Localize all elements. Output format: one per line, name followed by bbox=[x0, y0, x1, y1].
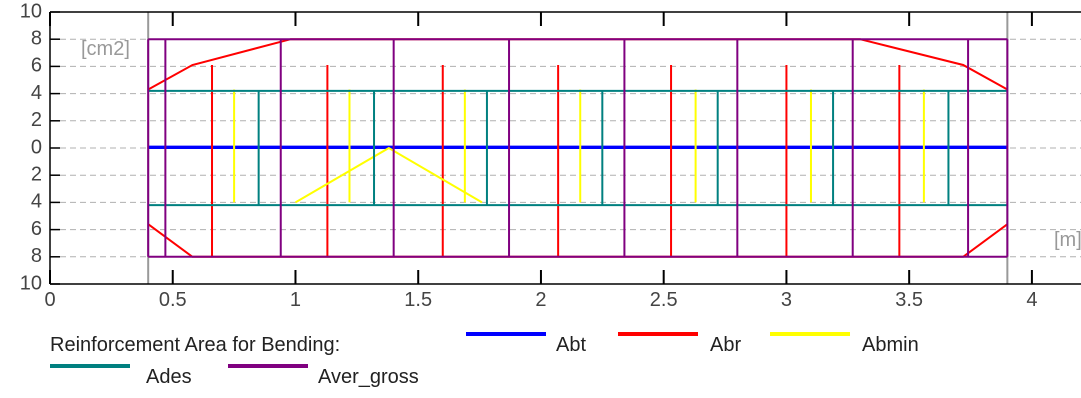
x-tick-label: 4 bbox=[1026, 289, 1037, 311]
legend-label: Abt bbox=[556, 334, 587, 356]
bending-reinforcement-chart: 0 0.5 1 1.5 2 2.5 3 3.5 4 10 8 6 4 2 0 2 4 6 8 10 [cm2] [m] bbox=[20, 0, 1081, 311]
x-tick-label: 2.5 bbox=[650, 289, 678, 311]
y-tick-label: 6 bbox=[31, 55, 42, 77]
series-lines bbox=[147, 38, 1009, 258]
series-line-abr bbox=[147, 38, 1008, 91]
legend: Reinforcement Area for Bending: Abt Abr Ab… bbox=[0, 328, 1081, 398]
series-abt bbox=[148, 145, 1008, 149]
y-tick-label: 4 bbox=[31, 82, 42, 104]
y-tick-label: 2 bbox=[31, 163, 42, 185]
legend-swatch bbox=[770, 332, 850, 336]
series-abmin bbox=[233, 89, 925, 204]
legend-label: Ades bbox=[146, 366, 192, 388]
legend-swatch bbox=[618, 332, 698, 336]
legend-swatch bbox=[50, 364, 130, 368]
legend-swatch bbox=[466, 332, 546, 336]
y-tick-label: 10 bbox=[20, 0, 42, 22]
x-tick-label: 1 bbox=[290, 289, 301, 311]
axis-ticks bbox=[49, 11, 1033, 285]
tick-labels: 0 0.5 1 1.5 2 2.5 3 3.5 4 10 8 6 4 2 0 2 4 6 8 10 bbox=[20, 0, 1038, 311]
legend-label: Aver_gross bbox=[318, 366, 419, 388]
series-aver_gross bbox=[147, 38, 1009, 258]
y-tick-label: 4 bbox=[31, 191, 42, 213]
y-tick-label: 2 bbox=[31, 109, 42, 131]
x-tick-label: 1.5 bbox=[404, 289, 432, 311]
series-line-abmin bbox=[294, 146, 483, 204]
legend-label: Abr bbox=[710, 334, 742, 356]
legend-title: Reinforcement Area for Bending: bbox=[50, 334, 341, 356]
y-tick-label: 0 bbox=[31, 136, 42, 158]
x-tick-label: 0 bbox=[44, 289, 55, 311]
x-tick-label: 2 bbox=[535, 289, 546, 311]
y-tick-label: 10 bbox=[20, 272, 42, 294]
series-line-abr bbox=[147, 223, 1008, 258]
series-ades bbox=[148, 89, 1008, 207]
x-tick-label: 0.5 bbox=[159, 289, 187, 311]
legend-label: Abmin bbox=[862, 334, 919, 356]
x-unit-label: [m] bbox=[1054, 229, 1081, 251]
x-tick-label: 3.5 bbox=[895, 289, 923, 311]
y-tick-label: 8 bbox=[31, 245, 42, 267]
y-unit-label: [cm2] bbox=[81, 38, 130, 60]
x-tick-label: 3 bbox=[781, 289, 792, 311]
legend-swatch bbox=[228, 364, 308, 368]
y-tick-label: 6 bbox=[31, 218, 42, 240]
y-tick-label: 8 bbox=[31, 27, 42, 49]
